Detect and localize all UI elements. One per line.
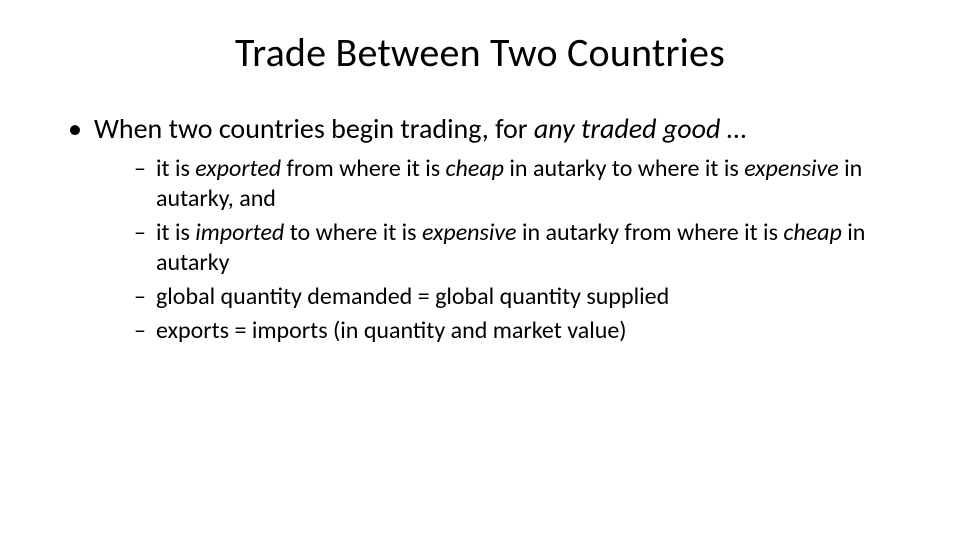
sub-item-1: it is exported from where it is cheap in…: [134, 154, 920, 214]
sub1-f: expensive: [744, 154, 839, 183]
sub1-b: exported: [195, 154, 281, 183]
sub1-c: from where it is: [281, 154, 445, 183]
sub2-f: cheap: [783, 218, 841, 247]
sub2-c: to where it is: [284, 218, 422, 247]
sub-item-4: exports = imports (in quantity and marke…: [134, 316, 920, 346]
slide-title: Trade Between Two Countries: [40, 28, 920, 77]
sub2-d: expensive: [422, 218, 517, 247]
sub2-b: imported: [195, 218, 284, 247]
sub-item-2: it is imported to where it is expensive …: [134, 218, 920, 278]
sub1-a: it is: [156, 154, 195, 183]
sub2-e: in autarky from where it is: [517, 218, 784, 247]
sub1-e: in autarky to where it is: [504, 154, 744, 183]
bullet-item-1: When two countries begin trading, for an…: [68, 111, 920, 346]
bullet1-text-suffix: …: [720, 111, 746, 146]
bullet1-text-italic: any traded good: [534, 111, 721, 146]
bullet-list-level2: it is exported from where it is cheap in…: [94, 154, 920, 346]
sub-item-3: global quantity demanded = global quanti…: [134, 282, 920, 312]
sub1-d: cheap: [446, 154, 504, 183]
bullet1-text-prefix: When two countries begin trading, for: [94, 111, 534, 146]
slide-container: Trade Between Two Countries When two cou…: [0, 0, 960, 540]
bullet-list-level1: When two countries begin trading, for an…: [40, 111, 920, 346]
sub2-a: it is: [156, 218, 195, 247]
